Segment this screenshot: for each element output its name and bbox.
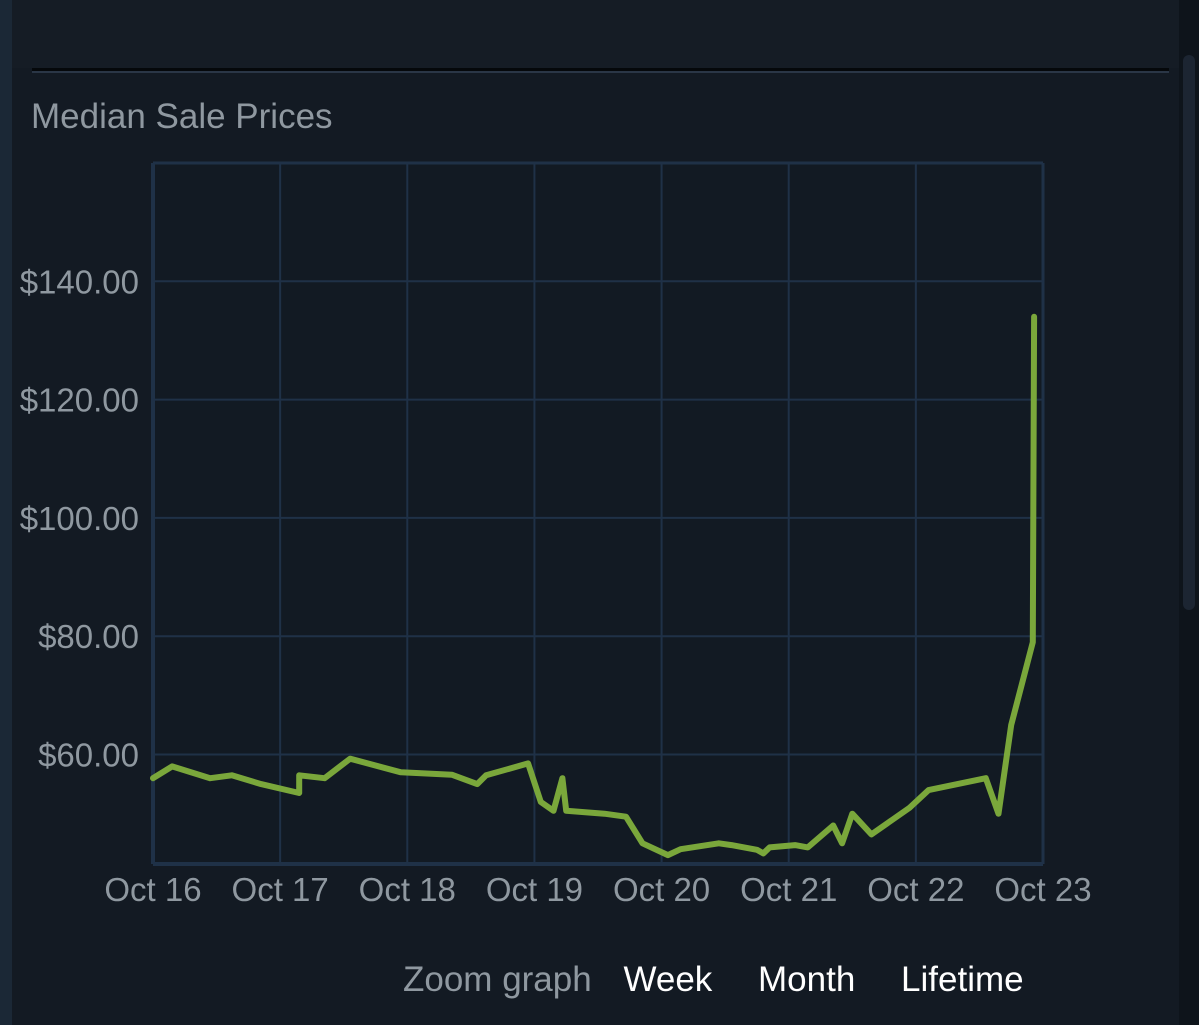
y-tick-label: $80.00 [38,618,139,655]
zoom-lifetime-button[interactable]: Lifetime [901,960,1024,999]
section-divider-highlight [32,71,1169,73]
x-tick-label: Oct 20 [613,871,710,908]
top-band [12,0,1179,68]
x-tick-label: Oct 23 [994,871,1091,908]
median-price-line [150,313,1038,859]
x-tick-label: Oct 17 [232,871,329,908]
y-tick-label: $120.00 [20,382,139,419]
section-divider [32,68,1169,71]
chart-series [150,313,1038,859]
y-tick-label: $140.00 [20,263,139,300]
zoom-graph-label: Zoom graph [403,960,592,999]
x-axis-ticks: Oct 16 Oct 17 Oct 18 Oct 19 Oct 20 Oct 21 Oct … [104,871,1091,908]
y-axis-ticks: $60.00 $80.00 $100.00 $120.00 $140.00 [20,263,139,773]
x-tick-label: Oct 21 [740,871,837,908]
zoom-graph-controls: Zoom graph Week Month Lifetime [403,960,1060,1000]
y-tick-label: $100.00 [20,500,139,537]
x-tick-label: Oct 18 [359,871,456,908]
x-tick-label: Oct 19 [486,871,583,908]
price-chart[interactable]: $60.00 $80.00 $100.00 $120.00 $140.00 Oct 16… [0,0,1179,940]
x-tick-label: Oct 22 [867,871,964,908]
plot-area [153,163,1043,864]
left-border [0,0,12,1025]
y-tick-label: $60.00 [38,737,139,774]
chart-grid [151,161,1045,866]
chart-title: Median Sale Prices [31,97,333,136]
zoom-month-button[interactable]: Month [758,960,856,999]
scrollbar-thumb[interactable] [1183,55,1195,610]
zoom-week-button[interactable]: Week [623,960,713,999]
x-tick-label: Oct 16 [104,871,201,908]
